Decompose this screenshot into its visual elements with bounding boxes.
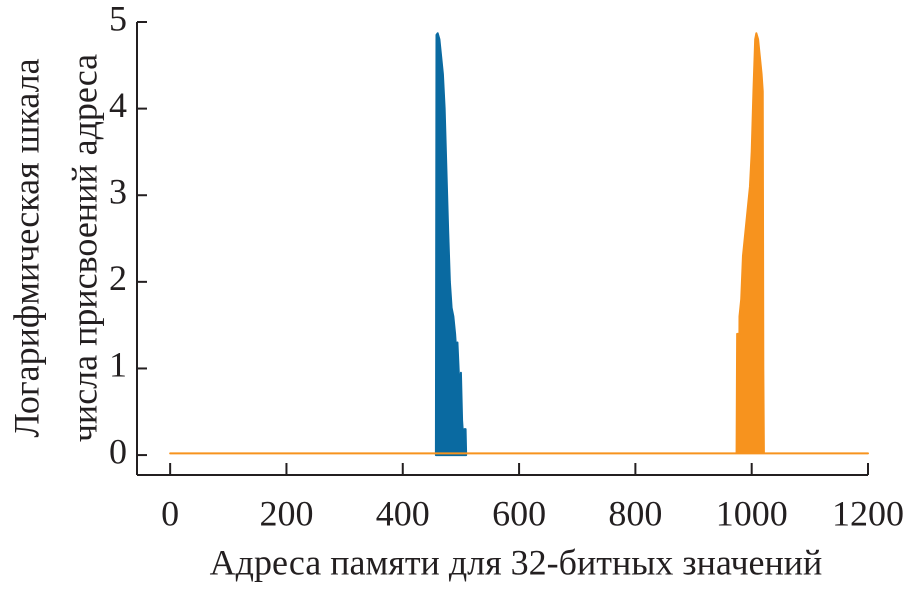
area: [169, 32, 869, 455]
y-axis-label: числа присвоений адреса: [64, 54, 104, 442]
y-tick-label: 1: [109, 345, 127, 385]
y-axis-label: Логарифмическая шкала: [6, 58, 46, 437]
x-tick-label: 200: [259, 493, 313, 533]
x-axis-label: Адреса памяти для 32-битных значений: [210, 542, 823, 582]
x-tick-label: 0: [161, 493, 179, 533]
x-tick-label: 1000: [716, 493, 788, 533]
x-tick-label: 600: [492, 493, 546, 533]
y-tick-label: 3: [109, 171, 127, 211]
y-tick-label: 5: [109, 0, 127, 38]
y-tick-label: 4: [109, 85, 127, 125]
area: [434, 32, 468, 457]
x-tick-label: 1200: [832, 493, 904, 533]
y-tick-label: 0: [109, 431, 127, 471]
x-tick-label: 800: [608, 493, 662, 533]
x-tick-label: 400: [376, 493, 430, 533]
y-tick-label: 2: [109, 258, 127, 298]
